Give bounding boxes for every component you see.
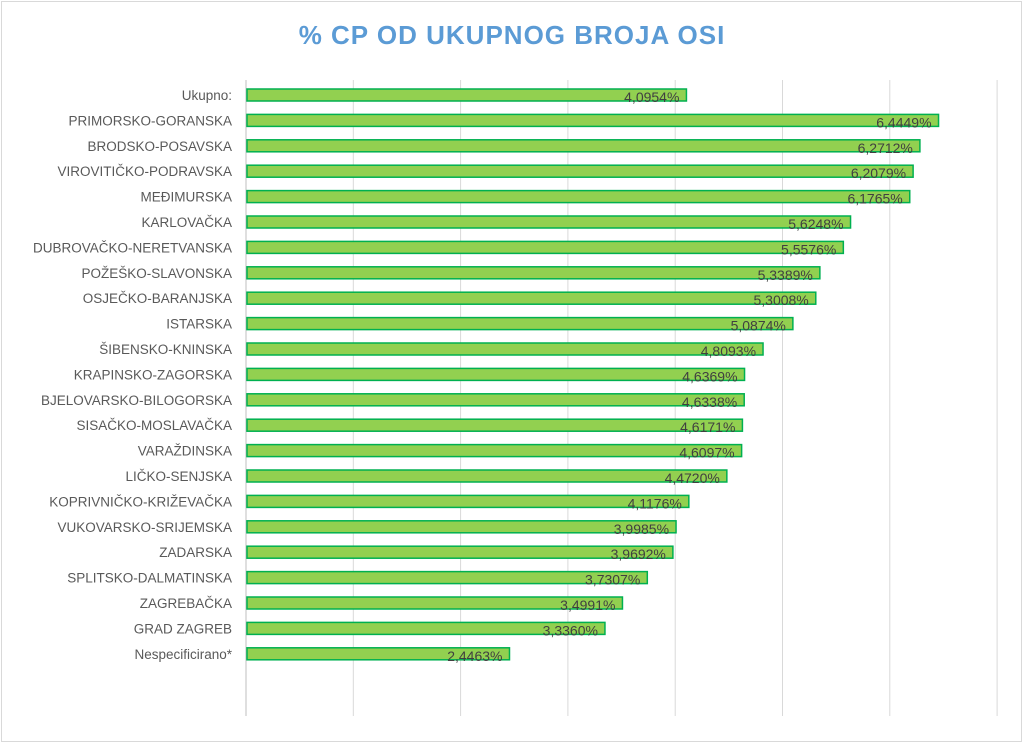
bar [246,266,821,280]
category-label: VUKOVARSKO-SRIJEMSKA [57,520,232,535]
bar [246,621,606,636]
data-label: 4,8093% [701,343,756,359]
category-label: ŠIBENSKO-KNINSKA [99,342,232,357]
bar [246,596,624,610]
category-label: OSJEČKO-BARANJSKA [83,291,232,306]
bar [246,494,690,509]
data-label: 3,9692% [611,546,666,562]
bar [246,189,911,204]
data-label: 5,6248% [788,216,843,232]
category-label: GRAD ZAGREB [134,621,232,636]
bar [246,367,746,382]
data-label: 4,4720% [665,470,720,486]
data-label: 5,3008% [753,292,808,308]
category-label: KRAPINSKO-ZAGORSKA [74,367,232,382]
bar [246,570,649,585]
category-label: Nespecificirano* [134,647,232,662]
data-label: 4,1176% [628,495,682,511]
bar [246,520,677,534]
bar [246,240,845,255]
data-label: 3,3360% [543,622,598,638]
chart-title: % CP OD UKUPNOG BROJA OSI [298,20,726,50]
data-label: 4,0954% [624,89,679,105]
category-label: ISTARSKA [166,317,232,332]
data-label: 5,5576% [781,241,836,257]
data-label: 6,4449% [876,114,931,130]
bar [246,647,511,661]
bar [246,418,744,432]
data-label: 5,3389% [758,267,813,283]
category-label: KOPRIVNIČKO-KRIŽEVAČKA [49,494,232,509]
category-label: SPLITSKO-DALMATINSKA [67,571,232,586]
category-label: PRIMORSKO-GORANSKA [68,113,232,128]
category-label: BRODSKO-POSAVSKA [87,139,232,154]
category-label: SISAČKO-MOSLAVAČKA [76,418,232,433]
category-label: LIČKO-SENJSKA [125,469,232,484]
bar [246,113,940,128]
data-label: 6,2712% [858,140,913,156]
data-label: 5,0874% [731,318,786,334]
category-label: ZAGREBAČKA [140,596,232,611]
category-label: DUBROVAČKO-NERETVANSKA [33,240,232,255]
data-label: 4,6171% [680,419,735,435]
data-label: 3,9985% [614,521,669,537]
category-label: MEĐIMURSKA [140,190,232,205]
bar [246,342,764,356]
data-label: 3,7307% [585,572,640,588]
bar [246,139,921,153]
data-label: 3,4991% [560,597,615,613]
category-label: Ukupno: [182,88,232,103]
category-label: VIROVITIČKO-PODRAVSKA [57,164,232,179]
bar [246,393,745,407]
data-label: 6,2079% [851,165,906,181]
bar [246,164,914,178]
category-label: KARLOVAČKA [141,215,232,230]
bar [246,215,852,229]
data-label: 2,4463% [447,648,502,664]
category-label: BJELOVARSKO-BILOGORSKA [41,393,232,408]
bar [246,443,743,458]
bar [246,545,674,559]
category-label: ZADARSKA [159,545,232,560]
category-label: POŽEŠKO-SLAVONSKA [81,266,232,281]
data-label: 6,1765% [847,191,902,207]
bar [246,88,688,102]
bar [246,291,817,305]
data-label: 4,6338% [682,394,737,410]
category-label: VARAŽDINSKA [138,444,232,459]
data-label: 4,6097% [679,445,734,461]
bar [246,469,728,483]
data-label: 4,6369% [682,368,737,384]
bar [246,316,794,331]
